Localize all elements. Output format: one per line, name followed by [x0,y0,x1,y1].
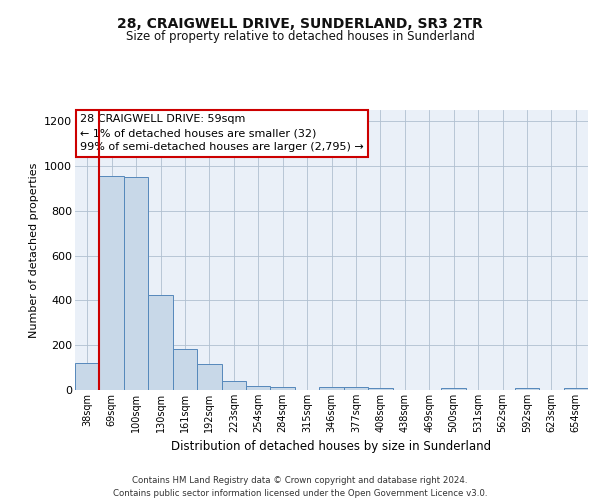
Bar [124,177,148,390]
Bar [344,386,368,390]
Text: Contains HM Land Registry data © Crown copyright and database right 2024.
Contai: Contains HM Land Registry data © Crown c… [113,476,487,498]
Bar [221,380,246,390]
Bar [197,364,221,390]
Bar [100,176,124,390]
Bar [319,386,344,390]
Text: Size of property relative to detached houses in Sunderland: Size of property relative to detached ho… [125,30,475,43]
Y-axis label: Number of detached properties: Number of detached properties [29,162,38,338]
Bar [368,388,392,390]
Bar [173,348,197,390]
Text: 28, CRAIGWELL DRIVE, SUNDERLAND, SR3 2TR: 28, CRAIGWELL DRIVE, SUNDERLAND, SR3 2TR [117,18,483,32]
Bar [271,386,295,390]
Bar [442,388,466,390]
Bar [246,386,271,390]
Bar [515,388,539,390]
Bar [75,363,100,390]
Bar [563,388,588,390]
Text: 28 CRAIGWELL DRIVE: 59sqm
← 1% of detached houses are smaller (32)
99% of semi-d: 28 CRAIGWELL DRIVE: 59sqm ← 1% of detach… [80,114,364,152]
Bar [148,295,173,390]
X-axis label: Distribution of detached houses by size in Sunderland: Distribution of detached houses by size … [172,440,491,454]
